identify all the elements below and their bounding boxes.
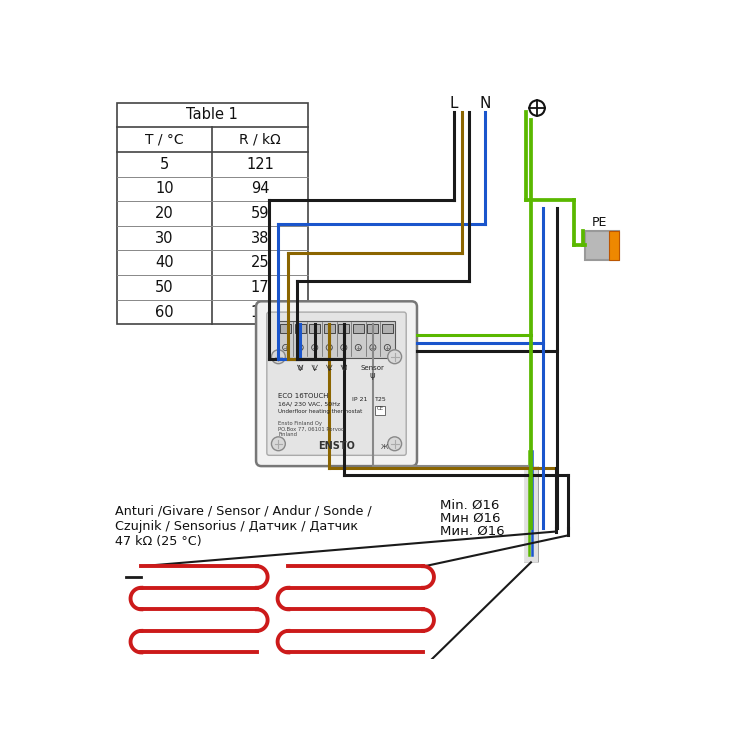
Circle shape (297, 344, 303, 351)
Bar (294, 324, 305, 333)
Circle shape (355, 344, 361, 351)
Text: 17: 17 (250, 280, 269, 295)
Text: Min. Ø16: Min. Ø16 (440, 499, 499, 511)
Text: 20: 20 (155, 206, 174, 221)
Bar (117, 103, 308, 324)
Bar (367, 324, 379, 333)
Text: 10: 10 (155, 181, 174, 196)
Circle shape (388, 437, 401, 451)
Circle shape (272, 350, 286, 363)
Bar (393, 690, 401, 699)
Circle shape (385, 344, 390, 351)
Text: 50: 50 (155, 280, 174, 295)
Text: PO.Box 77, 06101 Porvoo: PO.Box 77, 06101 Porvoo (278, 427, 344, 431)
Circle shape (272, 437, 286, 451)
FancyBboxPatch shape (256, 301, 417, 466)
Text: Мин Ø16: Мин Ø16 (440, 511, 501, 525)
Circle shape (341, 344, 347, 351)
Circle shape (326, 344, 333, 351)
Circle shape (283, 344, 288, 351)
Circle shape (312, 344, 318, 351)
Text: 5: 5 (160, 157, 169, 172)
Bar (324, 324, 335, 333)
Text: IP 21: IP 21 (352, 397, 368, 402)
Text: Anturi /Givare / Sensor / Andur / Sonde /
Czujnik / Sensorius / Датчик / Датчик
: Anturi /Givare / Sensor / Andur / Sonde … (115, 505, 371, 548)
Text: Ж: Ж (381, 444, 388, 450)
Text: L: L (313, 366, 316, 371)
Bar (585, 231, 619, 260)
Text: Ensto Finland Oy: Ensto Finland Oy (278, 420, 322, 425)
Text: 60: 60 (155, 305, 174, 320)
Bar (309, 324, 320, 333)
Text: Table 1: Table 1 (186, 107, 238, 123)
Text: 16A/ 230 VAC, 50Hz: 16A/ 230 VAC, 50Hz (278, 401, 341, 406)
Text: 40: 40 (155, 255, 174, 270)
Text: T25: T25 (375, 397, 387, 402)
Text: N: N (297, 366, 303, 371)
Text: N: N (479, 96, 490, 112)
Text: L: L (327, 366, 331, 371)
Text: N: N (341, 366, 346, 371)
Text: PE: PE (592, 216, 607, 229)
Text: T / °C: T / °C (145, 132, 184, 147)
Text: L: L (450, 96, 458, 112)
Text: 38: 38 (251, 231, 269, 246)
Bar (608, 231, 619, 260)
Bar (353, 324, 364, 333)
Text: ENSTO: ENSTO (318, 441, 355, 451)
Text: 11: 11 (250, 305, 269, 320)
Text: 30: 30 (155, 231, 174, 246)
Text: Мин. Ø16: Мин. Ø16 (440, 525, 505, 538)
Text: CE: CE (377, 406, 384, 411)
Text: 25: 25 (250, 255, 269, 270)
Bar (278, 320, 395, 357)
Text: 94: 94 (250, 181, 269, 196)
Text: 121: 121 (246, 157, 274, 172)
Bar (338, 324, 349, 333)
Text: 59: 59 (250, 206, 269, 221)
Text: ECO 16TOUCH: ECO 16TOUCH (278, 392, 329, 399)
Circle shape (370, 344, 376, 351)
Bar (374, 406, 385, 414)
Text: Finland: Finland (278, 432, 297, 437)
FancyBboxPatch shape (267, 312, 406, 455)
Circle shape (388, 350, 401, 363)
Bar (382, 324, 393, 333)
Bar (280, 324, 291, 333)
Text: Underfloor heating thermostat: Underfloor heating thermostat (278, 409, 363, 414)
Text: ψ: ψ (369, 371, 375, 380)
Text: R / kΩ: R / kΩ (239, 132, 281, 147)
Text: Sensor: Sensor (361, 366, 385, 371)
